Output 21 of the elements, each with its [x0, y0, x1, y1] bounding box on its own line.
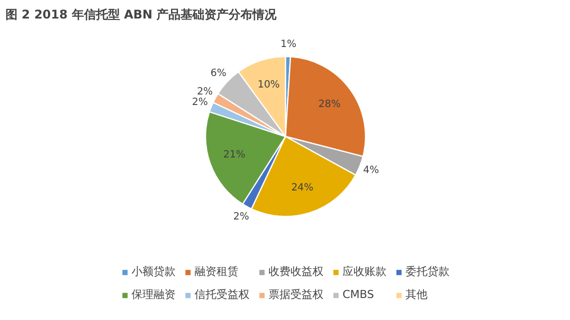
legend-label: 其他 — [406, 287, 428, 302]
data-label: 6% — [210, 68, 226, 80]
data-label: 24% — [291, 182, 314, 194]
legend-label: 信托受益权 — [194, 287, 250, 302]
data-label: 4% — [363, 164, 379, 176]
data-label: 1% — [280, 39, 296, 50]
data-label: 28% — [318, 99, 341, 110]
legend-label: 小额贷款 — [132, 264, 176, 279]
data-label: 21% — [223, 149, 246, 160]
data-label: 2% — [233, 212, 250, 223]
legend-label: 收费收益权 — [268, 264, 324, 279]
legend-label: 票据受益权 — [268, 287, 324, 302]
data-label: 10% — [258, 79, 280, 90]
chart-title: 图 2 2018 年信托型 ABN 产品基础资产分布情况 — [6, 8, 278, 22]
legend-label: CMBS — [342, 288, 374, 301]
legend-label: 保理融资 — [132, 287, 176, 302]
data-label: 2% — [192, 97, 208, 108]
legend-label: 融资租赁 — [194, 264, 238, 279]
legend-label: 应收账款 — [342, 264, 386, 279]
data-label: 2% — [196, 86, 213, 98]
legend-label: 委托贷款 — [406, 264, 450, 279]
